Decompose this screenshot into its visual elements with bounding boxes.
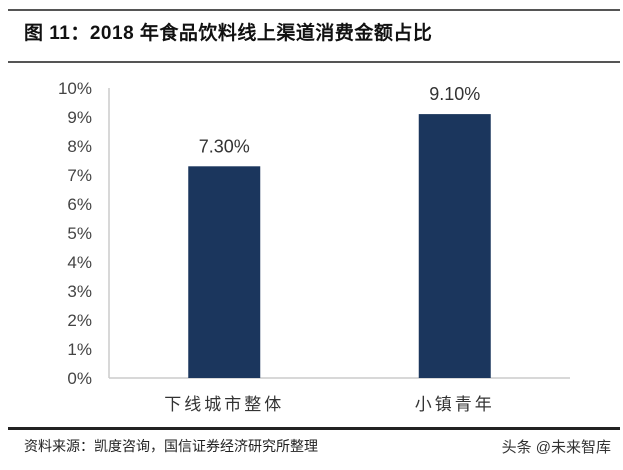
y-tick-label: 10% xyxy=(58,79,92,98)
y-tick-label: 0% xyxy=(67,369,92,388)
y-tick-label: 1% xyxy=(67,340,92,359)
bar-1 xyxy=(188,166,261,378)
bottom-rule xyxy=(8,427,620,430)
y-tick-label: 3% xyxy=(67,282,92,301)
y-tick-label: 2% xyxy=(67,311,92,330)
y-tick-label: 8% xyxy=(67,137,92,156)
y-tick-label: 4% xyxy=(67,253,92,272)
x-category-label: 下线城市整体 xyxy=(164,395,284,415)
chart-title: 图 11：2018 年食品饮料线上渠道消费金额占比 xyxy=(24,23,433,44)
y-tick-label: 7% xyxy=(67,166,92,185)
title-rule xyxy=(8,61,620,63)
top-rule xyxy=(8,9,620,11)
y-tick-label: 6% xyxy=(67,195,92,214)
data-label: 9.10% xyxy=(429,84,480,104)
source-note: 资料来源：凯度咨询，国信证券经济研究所整理 xyxy=(24,439,318,455)
watermark: 头条 @未来智库 xyxy=(501,439,611,456)
y-tick-label: 9% xyxy=(67,108,92,127)
y-tick-label: 5% xyxy=(67,224,92,243)
x-category-label: 小镇青年 xyxy=(415,395,495,415)
bar-2 xyxy=(418,114,491,378)
data-label: 7.30% xyxy=(199,136,250,156)
